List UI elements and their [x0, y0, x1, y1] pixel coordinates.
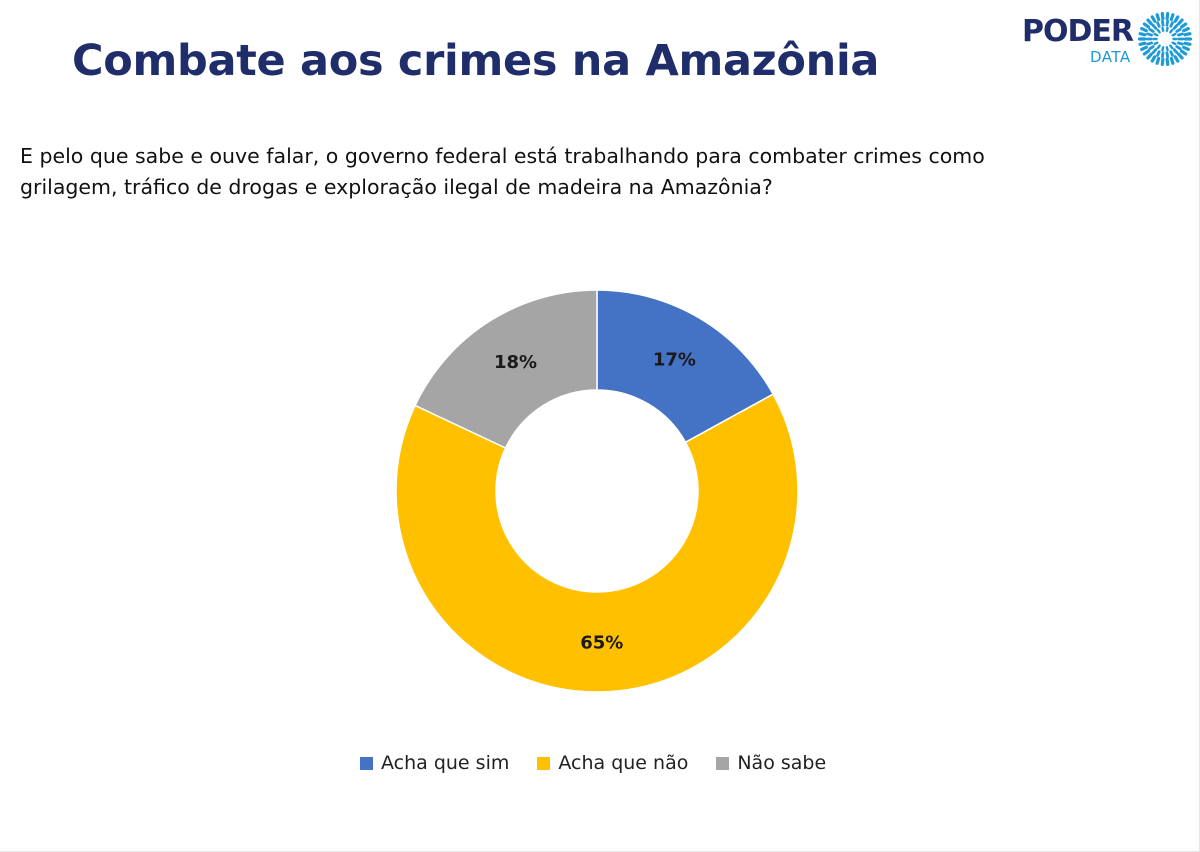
sun-ray-0-16	[1138, 32, 1147, 37]
sun-ray-0-2	[1182, 45, 1190, 51]
sun-ray-2-13	[1171, 32, 1177, 37]
sun-ray-1-17	[1165, 19, 1169, 27]
sun-ray-0-1	[1183, 41, 1192, 46]
legend-item-nao: Acha que não	[537, 752, 688, 774]
sun-ray-0-11	[1146, 52, 1153, 60]
sun-ray-2-5	[1156, 44, 1161, 50]
sun-ray-1-2	[1175, 45, 1182, 51]
survey-question: E pelo que sabe e ouve falar, o governo …	[20, 144, 985, 199]
logo-subtitle: DATA	[1090, 48, 1131, 66]
sun-ray-2-11	[1165, 26, 1169, 32]
sun-ray-0-17	[1140, 27, 1148, 33]
sun-ray-1-15	[1156, 21, 1161, 28]
sun-ray-0-24	[1169, 13, 1175, 22]
sun-ray-1-6	[1161, 51, 1165, 59]
slice-acha-que-nao	[395, 393, 799, 693]
sun-ray-2-2	[1169, 44, 1174, 50]
sun-ray-2-4	[1161, 46, 1165, 52]
legend-label-nao-sabe: Não sabe	[737, 752, 827, 774]
sun-ray-1-18	[1169, 21, 1174, 28]
sun-ray-0-19	[1146, 18, 1153, 26]
sun-ray-1-20	[1175, 27, 1182, 33]
sun-ray-0-5	[1173, 55, 1180, 63]
sun-ray-1-4	[1169, 50, 1174, 57]
sun-ray-1-10	[1146, 41, 1153, 46]
sun-ray-0-14	[1138, 41, 1147, 46]
sun-ray-2-9	[1156, 28, 1161, 34]
legend-label-sim: Acha que sim	[381, 752, 510, 774]
sun-ray-0-10	[1150, 55, 1157, 63]
sun-ray-0-23	[1165, 12, 1170, 21]
sun-ray-1-13	[1148, 27, 1155, 33]
sun-ray-1-16	[1161, 19, 1165, 27]
legend-swatch-nao-sabe	[716, 756, 730, 770]
poderdata-logo: PODER DATA	[1020, 12, 1192, 72]
sun-ray-2-12	[1169, 28, 1174, 34]
sun-ray-0-18	[1142, 22, 1151, 29]
sun-burst-icon	[1138, 12, 1192, 66]
sun-ray-0-20	[1150, 15, 1157, 23]
sun-ray-1-21	[1177, 32, 1184, 37]
sun-ray-0-9	[1155, 56, 1161, 65]
sun-ray-0-8	[1160, 57, 1165, 66]
legend-item-sim: Acha que sim	[360, 752, 509, 774]
sun-ray-0-13	[1140, 45, 1148, 51]
slice-nao-sabe	[414, 289, 598, 449]
legend-swatch-sim	[360, 756, 373, 770]
legend-item-nao-sabe: Não sabe	[716, 752, 826, 774]
sun-ray-1-5	[1165, 51, 1169, 59]
sun-ray-1-3	[1172, 48, 1179, 55]
sun-ray-0-3	[1179, 49, 1188, 56]
legend-swatch-nao	[537, 756, 551, 770]
sun-ray-0-4	[1177, 52, 1184, 60]
donut-slices	[395, 289, 799, 693]
sun-ray-1-7	[1156, 50, 1161, 57]
chart-legend: Acha que sim Acha que não Não sabe	[360, 750, 826, 776]
sun-ray-1-14	[1151, 23, 1158, 30]
sun-ray-1-12	[1146, 32, 1153, 37]
sun-ray-0-6	[1169, 56, 1175, 65]
sun-ray-0-28	[1182, 27, 1190, 33]
sun-ray-2-6	[1153, 41, 1159, 46]
sun-ray-2-10	[1161, 26, 1165, 32]
sun-ray-1-19	[1172, 23, 1179, 30]
sun-ray-2-1	[1171, 41, 1177, 46]
sun-ray-1-1	[1177, 41, 1184, 46]
sun-ray-0-27	[1179, 22, 1188, 29]
sun-ray-0-22	[1160, 12, 1165, 21]
slice-label-nao-sabe: 18%	[494, 352, 537, 373]
sun-ray-0-7	[1165, 57, 1170, 66]
sun-ray-0-21	[1155, 13, 1161, 22]
page-title: Combate aos crimes na Amazônia	[72, 36, 880, 86]
slice-label-sim: 17%	[653, 350, 696, 371]
sun-ray-2-3	[1165, 46, 1169, 52]
sun-ray-0-29	[1183, 32, 1192, 37]
sun-ray-0-26	[1177, 18, 1184, 26]
sun-ray-1-8	[1151, 48, 1158, 55]
donut-slice-labels: 17% 65% 18%	[494, 350, 696, 654]
legend-label-nao: Acha que não	[558, 752, 689, 774]
slice-label-nao: 65%	[580, 632, 623, 653]
sun-ray-0-12	[1142, 49, 1151, 56]
sun-ray-2-8	[1153, 32, 1159, 37]
sun-ray-1-9	[1148, 45, 1155, 51]
slice-acha-que-sim	[596, 289, 775, 444]
logo-wordmark: PODER	[1022, 14, 1134, 49]
sun-ray-0-25	[1173, 15, 1180, 23]
